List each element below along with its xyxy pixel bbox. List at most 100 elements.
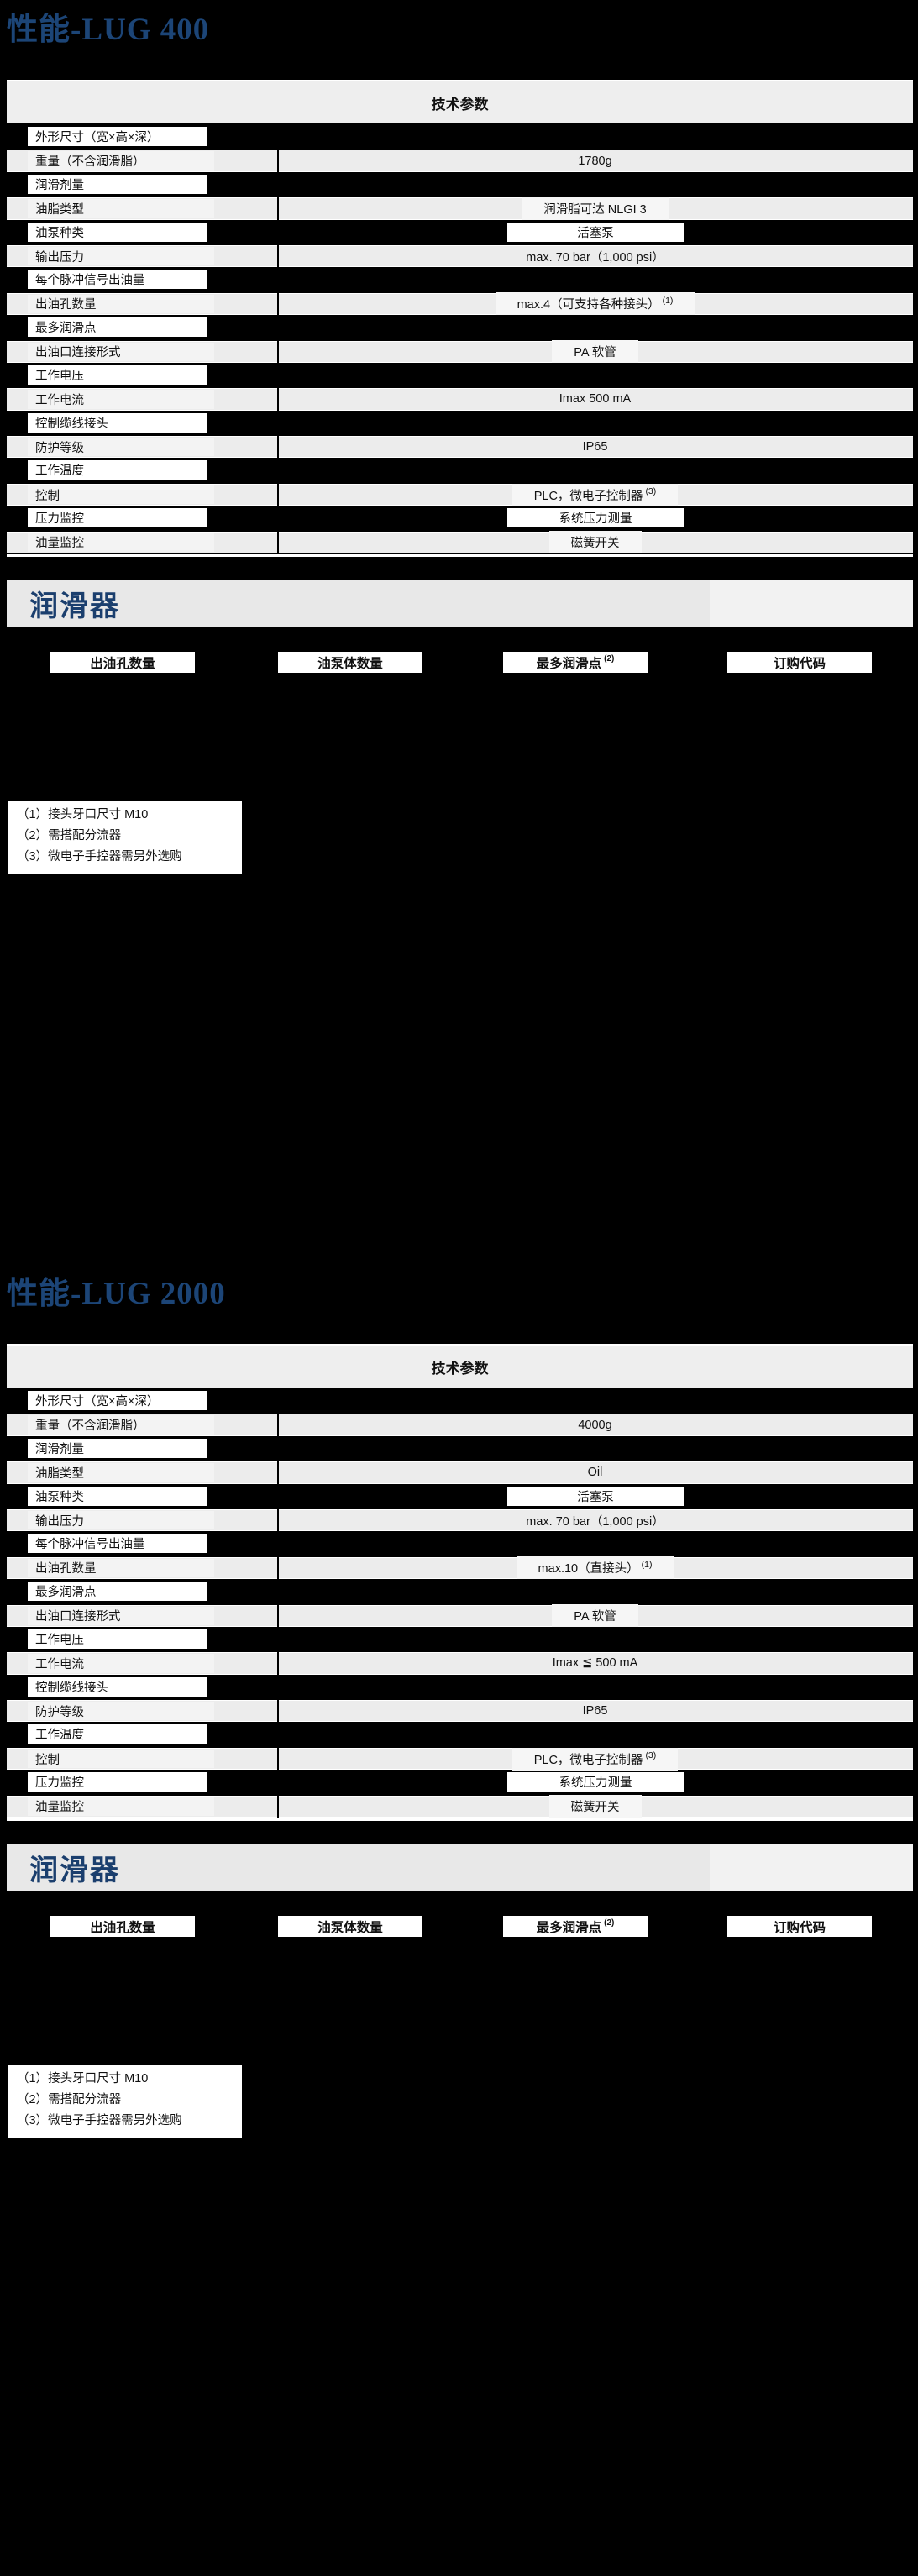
table-rows: 外形尺寸（宽×高×深） 重量（不含润滑脂） 4000g 润滑剂量 油脂类型 Oil 油泵种类… [7, 1389, 913, 1818]
table-header: 技术参数 [7, 1344, 913, 1388]
spec-row: 工作电压 [7, 364, 913, 387]
row-value-text: PLC，微电子控制器 (3) [511, 483, 679, 506]
spec-row: 压力监控 系统压力测量 [7, 1771, 913, 1794]
value-text: PLC，微电子控制器 [533, 1753, 643, 1767]
value-text: PLC，微电子控制器 [533, 489, 643, 503]
spec-row: 润滑剂量 [7, 173, 913, 197]
column-header-label: 出油孔数量 [90, 656, 155, 671]
spec-row: 油脂类型 Oil [7, 1461, 913, 1484]
spec-row: 压力监控 系统压力测量 [7, 506, 913, 530]
table-rows: 外形尺寸（宽×高×深） 重量（不含润滑脂） 1780g 润滑剂量油脂类型 润滑脂可达 N… [7, 125, 913, 554]
row-value: PA 软管 [279, 1604, 911, 1628]
column-header-label: 订购代码 [773, 656, 826, 671]
value-text: 4000g [578, 1418, 612, 1432]
row-value: max. 70 bar（1,000 psi） [279, 1509, 911, 1531]
row-value-text: 1780g [573, 153, 616, 170]
footnote-marker: (1) [641, 1559, 653, 1570]
banner-right-tone [710, 1844, 913, 1891]
spec-row: 防护等级 IP65 [7, 1699, 913, 1723]
row-value: max.4（可支持各种接头） (1) [279, 292, 911, 316]
row-label: 油泵种类 [28, 222, 207, 242]
spec-row: 工作电压 [7, 1628, 913, 1651]
footnote-marker: (3) [645, 486, 657, 497]
spec-row: 最多润滑点 [7, 316, 913, 339]
spec-row: 控制缆线接头 [7, 412, 913, 435]
spec-row: 工作电流 Imax 500 mA [7, 387, 913, 411]
column-divider [277, 340, 279, 363]
row-label: 工作温度 [28, 1724, 207, 1744]
footnote-3: （3）微电子手控器需另外选购 [17, 2114, 182, 2127]
spec-row: 每个脉冲信号出油量 [7, 1532, 913, 1556]
value-text: PA 软管 [574, 346, 616, 360]
value-text: IP65 [582, 440, 608, 454]
row-label: 控制 [28, 1749, 214, 1769]
spec-row: 控制缆线接头 [7, 1676, 913, 1699]
spec-row: 油泵种类 活塞泵 [7, 221, 913, 244]
row-value-text: max. 70 bar（1,000 psi） [521, 1510, 669, 1531]
row-label: 控制 [28, 485, 214, 505]
footnote-1: （1）接头牙口尺寸 M10 [17, 2072, 149, 2085]
spec-row: 油量监控 磁簧开关 [7, 1795, 913, 1818]
table-header: 技术参数 [7, 80, 913, 123]
row-value-text: Imax ≦ 500 mA [548, 1655, 643, 1671]
footnote-marker: (2) [604, 654, 615, 664]
spec-row: 重量（不含润滑脂） 4000g [7, 1413, 913, 1436]
order-table-column-headers: 出油孔数量 油泵体数量 最多润滑点 (2) 订购代码 [0, 652, 918, 674]
row-label: 每个脉冲信号出油量 [28, 1534, 207, 1554]
column-divider [277, 483, 279, 506]
row-value-text: max.10（直接头） (1) [516, 1556, 674, 1580]
spec-row: 输出压力 max. 70 bar（1,000 psi） [7, 244, 913, 268]
row-value-text: 润滑脂可达 NLGI 3 [522, 197, 669, 220]
column-header-pump-bodies: 油泵体数量 [278, 1916, 422, 1937]
column-divider [277, 1604, 279, 1627]
column-header-max-lube-points: 最多润滑点 (2) [503, 652, 648, 673]
column-header-order-code: 订购代码 [727, 1916, 872, 1937]
column-divider [277, 1795, 279, 1818]
row-label: 润滑剂量 [28, 174, 207, 194]
footnote-3: （3）微电子手控器需另外选购 [17, 850, 182, 863]
column-divider [277, 244, 279, 268]
column-divider [277, 197, 279, 220]
spec-row: 控制 PLC，微电子控制器 (3) [7, 1747, 913, 1771]
row-value: 活塞泵 [507, 1486, 684, 1506]
column-divider [277, 531, 279, 554]
value-text: IP65 [582, 1704, 608, 1718]
row-value: PLC，微电子控制器 (3) [279, 1747, 911, 1771]
spec-row: 出油孔数量 max.10（直接头） (1) [7, 1556, 913, 1580]
row-label: 油脂类型 [28, 199, 214, 218]
value-text: max. 70 bar（1,000 psi） [526, 250, 664, 265]
row-value-text: Oil [583, 1464, 608, 1481]
row-label: 防护等级 [28, 438, 214, 457]
row-label: 出油口连接形式 [28, 1606, 214, 1625]
spec-row: 每个脉冲信号出油量 [7, 268, 913, 291]
footnotes-box: （1）接头牙口尺寸 M10 （2）需搭配分流器 （3）微电子手控器需另外选购 [8, 801, 242, 874]
row-label: 出油孔数量 [28, 294, 214, 314]
row-value-text: 磁簧开关 [548, 531, 642, 554]
footnote-marker: (3) [645, 1750, 657, 1761]
footnote-marker: (2) [604, 1918, 615, 1928]
spec-row: 最多润滑点 [7, 1580, 913, 1603]
value-text: Oil [587, 1466, 603, 1480]
row-value-text: 磁簧开关 [548, 1795, 642, 1818]
section-lug-400: 性能-LUG 400 技术参数 外形尺寸（宽×高×深） 重量（不含润滑脂） 1780… [0, 0, 918, 1264]
row-value: 润滑脂可达 NLGI 3 [279, 197, 911, 220]
row-label: 控制缆线接头 [28, 412, 207, 433]
row-label: 工作温度 [28, 460, 207, 480]
spec-row: 控制 PLC，微电子控制器 (3) [7, 483, 913, 506]
row-value-text: 4000g [573, 1417, 616, 1434]
spec-row: 输出压力 max. 70 bar（1,000 psi） [7, 1508, 913, 1532]
row-label: 控制缆线接头 [28, 1676, 207, 1697]
page-title: 性能-LUG 400 [7, 13, 210, 47]
value-text: 磁簧开关 [570, 537, 620, 551]
spec-row: 出油口连接形式 PA 软管 [7, 340, 913, 364]
row-value: PA 软管 [279, 340, 911, 364]
spec-row: 防护等级 IP65 [7, 435, 913, 459]
row-label: 重量（不含润滑脂） [28, 151, 214, 171]
column-header-outlets: 出油孔数量 [50, 652, 195, 673]
row-value-text: max.4（可支持各种接头） (1) [495, 292, 695, 316]
row-label: 工作电流 [28, 390, 214, 409]
row-label: 外形尺寸（宽×高×深） [28, 127, 207, 146]
row-value-text: Imax 500 mA [554, 391, 636, 407]
footnotes-box: （1）接头牙口尺寸 M10 （2）需搭配分流器 （3）微电子手控器需另外选购 [8, 2065, 242, 2138]
